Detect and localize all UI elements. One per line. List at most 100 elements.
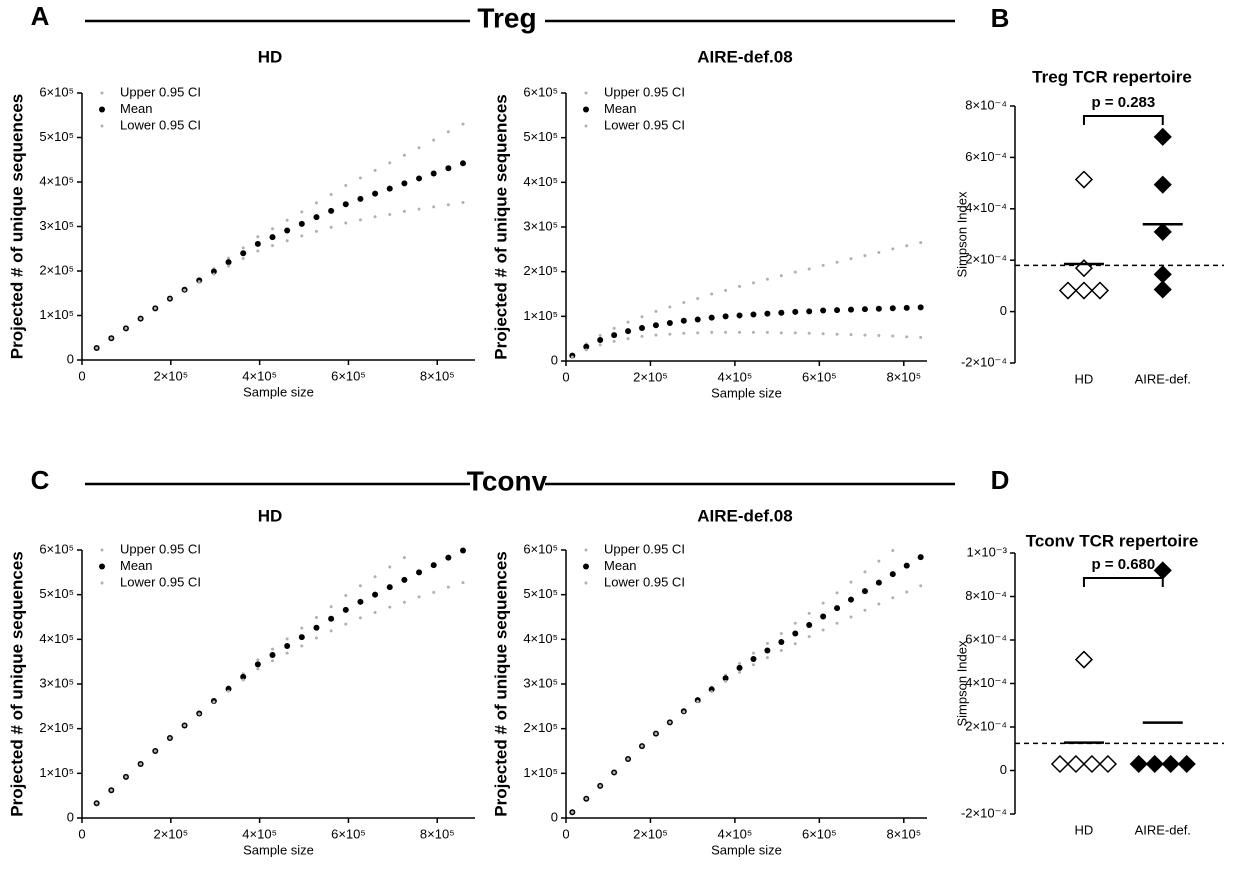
data-point [1082,754,1102,774]
data-point [1066,754,1086,774]
panel-letter: B [991,3,1010,33]
data-point [168,297,172,301]
data-point [877,334,881,338]
y-tick-label: 0 [1000,303,1007,318]
data-point [877,559,881,563]
x-tick-label: 4×10⁵ [242,368,277,383]
data-point [750,311,757,318]
x-axis-label: Sample size [711,385,782,400]
x-tick-label: 8×10⁵ [886,826,921,841]
data-point [358,176,362,180]
data-point [751,663,755,667]
y-tick-label: 2×10⁵ [39,262,74,277]
data-point [372,190,379,197]
data-point [848,596,854,603]
data-point [254,661,261,668]
data-point [139,762,143,766]
data-point [764,647,771,654]
data-point [314,615,318,619]
x-tick-label: 2×10⁵ [633,369,668,384]
data-point [430,562,437,569]
data-point [724,679,728,683]
legend-label: Upper 0.95 CI [604,541,685,556]
p-value: p = 0.283 [1091,94,1155,111]
x-tick-label: 6×10⁵ [802,369,837,384]
data-point [300,626,304,630]
chart-title: AIRE-def.08 [697,47,792,66]
data-point [682,331,686,335]
x-tick-label: AIRE-def. [1135,822,1191,837]
x-tick-label: 2×10⁵ [153,826,188,841]
data-point [905,590,909,594]
data-point [241,678,245,682]
data-point [344,184,348,188]
x-tick-label: 4×10⁵ [718,826,753,841]
data-point [227,264,231,268]
data-point [807,267,811,271]
data-point [402,600,406,604]
significance-bracket [1082,577,1164,587]
data-point [765,330,769,334]
data-point [779,632,783,636]
data-point [598,343,602,347]
data-point [314,201,318,205]
y-axis-label: Projected # of unique sequences [7,94,26,359]
data-point [357,598,364,605]
data-point [358,616,362,620]
data-point [271,659,275,663]
y-tick-label: 1×10⁵ [523,308,558,323]
y-axis-label: Projected # of unique sequences [7,551,26,816]
data-point [416,175,423,182]
y-tick-label: 4×10⁻⁴ [965,200,1007,215]
legend-label: Mean [604,558,637,573]
data-point [654,309,658,313]
panel-letter: D [991,465,1010,495]
data-point [821,601,825,605]
data-point [446,130,450,134]
data-point [640,334,644,338]
data-point [372,591,379,598]
data-point [109,336,113,340]
data-point [386,185,393,192]
data-point [682,710,686,714]
data-point [598,334,602,338]
data-point [891,548,895,552]
data-point [682,300,686,304]
data-point [765,641,769,645]
data-point [210,268,217,275]
y-tick-label: 3×10⁵ [39,218,74,233]
y-tick-label: 5×10⁵ [39,129,74,144]
data-point [793,331,797,335]
data-point [388,161,392,165]
data-point [460,547,467,554]
x-tick-label: 6×10⁵ [331,826,366,841]
data-point [269,234,276,241]
data-point [905,335,909,339]
data-point [402,153,406,157]
data-point [358,584,362,588]
x-tick-label: HD [1075,822,1094,837]
data-point [1161,754,1180,774]
legend-marker [100,124,104,128]
y-tick-label: 1×10⁻³ [967,544,1008,559]
data-point [640,744,644,748]
data-point [1074,650,1094,669]
data-point [461,581,465,585]
data-point [1058,281,1078,300]
data-point [710,330,714,334]
data-point [285,651,289,655]
data-point [183,724,187,728]
data-point [95,346,99,350]
data-point [834,307,841,314]
data-point [386,584,393,591]
data-point [139,317,143,321]
data-point [612,326,616,330]
data-point [919,335,923,339]
data-point [584,797,588,801]
y-tick-label: 1×10⁵ [523,765,558,780]
data-point [1074,281,1094,300]
data-point [917,554,924,561]
data-point [696,331,700,335]
data-point [446,585,450,589]
data-point [891,247,895,251]
